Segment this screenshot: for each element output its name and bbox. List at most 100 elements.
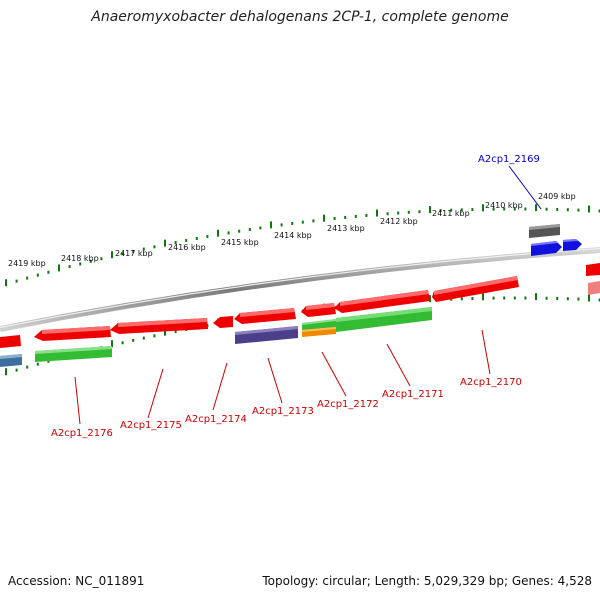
scale-minor-tick: [174, 241, 177, 245]
scale-minor-tick: [460, 208, 463, 212]
scale-minor-tick: [259, 226, 262, 230]
scale-minor-tick: [386, 212, 389, 216]
scale-major-tick: [164, 239, 166, 247]
scale-minor-tick: [418, 210, 421, 214]
gene-edge-left-red[interactable]: [0, 335, 21, 348]
label-a2cp1-2169[interactable]: A2cp1_2169: [478, 154, 540, 165]
scale-minor-tick: [68, 265, 71, 269]
gene-a2cp1-2172-orange[interactable]: [302, 327, 336, 337]
gene-a2cp1-2169[interactable]: [531, 239, 582, 256]
scale-minor-tick: [47, 359, 50, 363]
scale-minor-tick: [566, 297, 569, 301]
scale-minor-tick: [195, 236, 198, 240]
gene-a2cp1-2171-green[interactable]: [336, 307, 432, 332]
scale-minor-tick: [556, 207, 559, 211]
label-a2cp1-2170[interactable]: A2cp1_2170: [460, 377, 522, 388]
callout-line-2173: [267, 357, 283, 404]
scale-minor-tick: [524, 296, 527, 300]
gene-a2cp1-2176[interactable]: [35, 346, 112, 362]
gene-a2cp1-2175[interactable]: [110, 318, 208, 334]
gene-a2cp1-2174-red[interactable]: [213, 316, 233, 328]
callout-line-2174: [212, 362, 228, 411]
scale-minor-tick: [142, 247, 145, 251]
label-a2cp1-2172[interactable]: A2cp1_2172: [317, 399, 379, 410]
scale-minor-tick: [397, 211, 400, 215]
scale-minor-tick: [132, 338, 135, 342]
kbp-label-2409: 2409 kbp: [538, 192, 576, 201]
gene-a2cp1-2170[interactable]: [432, 276, 519, 302]
gene-a2cp1-2173-red[interactable]: [234, 308, 296, 324]
scale-minor-tick: [36, 362, 39, 366]
gene-edge-left-steel[interactable]: [0, 354, 22, 367]
scale-minor-tick: [206, 235, 209, 239]
gene-a2cp1-2172-green[interactable]: [302, 319, 336, 330]
scale-minor-tick: [471, 208, 474, 212]
kbp-label-2413: 2413 kbp: [327, 224, 365, 233]
label-a2cp1-2174[interactable]: A2cp1_2174: [185, 414, 247, 425]
kbp-label-2411: 2411 kbp: [432, 209, 470, 218]
scale-minor-tick: [291, 221, 294, 225]
callout-line-2169: [508, 165, 542, 210]
scale-minor-tick: [513, 207, 516, 211]
genome-title: Anaeromyxobacter dehalogenans 2CP-1, com…: [91, 9, 509, 25]
scale-minor-tick: [142, 336, 145, 340]
label-a2cp1-2173[interactable]: A2cp1_2173: [252, 406, 314, 417]
scale-minor-tick: [503, 207, 506, 211]
scale-minor-tick: [280, 223, 283, 227]
kbp-label-2419: 2419 kbp: [8, 259, 46, 268]
kbp-label-2415: 2415 kbp: [221, 238, 259, 247]
scale-major-tick: [5, 279, 7, 287]
scale-minor-tick: [312, 219, 315, 223]
scale-major-tick: [482, 204, 484, 212]
genome-summary-text: Topology: circular; Length: 5,029,329 bp…: [262, 574, 592, 588]
gene-a2cp1-2173[interactable]: [235, 326, 298, 344]
scale-minor-tick: [333, 217, 336, 221]
scale-minor-tick: [598, 298, 600, 302]
scale-minor-tick: [121, 341, 124, 345]
genome-backbone: [0, 247, 600, 332]
scale-minor-tick: [460, 297, 463, 301]
scale-minor-tick: [185, 238, 188, 242]
scale-major-tick: [58, 264, 60, 272]
scale-major-tick: [588, 205, 590, 213]
scale-minor-tick: [344, 215, 347, 219]
scale-major-tick: [429, 295, 431, 303]
gene-a2cp1-2169-gray[interactable]: [529, 224, 560, 238]
scale-major-tick: [588, 294, 590, 302]
scale-minor-tick: [47, 270, 50, 274]
label-a2cp1-2176[interactable]: A2cp1_2176: [51, 428, 113, 439]
callout-line-2175: [147, 368, 164, 419]
gene-a2cp1-2171[interactable]: [334, 290, 430, 313]
callout-line-2176: [74, 376, 81, 425]
scale-minor-tick: [15, 368, 18, 372]
scale-major-tick: [535, 204, 537, 212]
scale-major-tick: [164, 328, 166, 336]
scale-major-tick: [5, 368, 7, 376]
scale-major-tick: [482, 293, 484, 301]
gene-edge-right-pink[interactable]: [588, 281, 600, 295]
scale-minor-tick: [598, 209, 600, 213]
scale-minor-tick: [450, 208, 453, 212]
kbp-label-2418: 2418 kbp: [61, 254, 99, 263]
scale-minor-tick: [248, 228, 251, 232]
scale-minor-tick: [26, 365, 29, 369]
label-a2cp1-2175[interactable]: A2cp1_2175: [120, 420, 182, 431]
scale-minor-tick: [577, 208, 580, 212]
scale-minor-tick: [492, 207, 495, 211]
scale-major-tick: [111, 340, 113, 348]
kbp-label-2414: 2414 kbp: [274, 231, 312, 240]
scale-minor-tick: [153, 334, 156, 338]
scale-minor-tick: [100, 257, 103, 261]
scale-minor-tick: [153, 245, 156, 249]
scale-minor-tick: [556, 296, 559, 300]
gene-a2cp1-2176-red[interactable]: [34, 326, 111, 341]
gene-a2cp1-2172-red[interactable]: [301, 303, 336, 317]
scale-minor-tick: [227, 231, 230, 235]
scale-minor-tick: [545, 296, 548, 300]
label-a2cp1-2171[interactable]: A2cp1_2171: [382, 389, 444, 400]
scale-minor-tick: [174, 330, 177, 334]
gene-edge-right-red[interactable]: [586, 263, 600, 276]
scale-minor-tick: [79, 262, 82, 266]
scale-major-tick: [535, 293, 537, 301]
